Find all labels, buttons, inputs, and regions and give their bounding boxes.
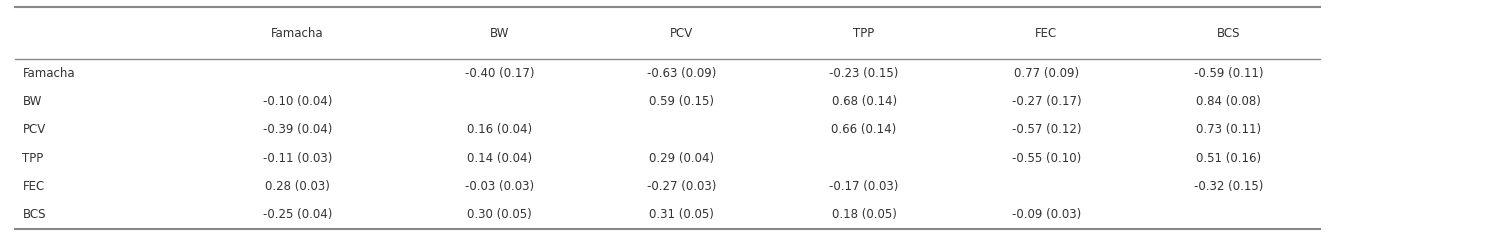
Text: Famacha: Famacha: [22, 67, 75, 80]
Text: -0.23 (0.15): -0.23 (0.15): [830, 67, 898, 80]
Text: BW: BW: [490, 27, 508, 40]
Text: -0.32 (0.15): -0.32 (0.15): [1195, 180, 1263, 193]
Text: -0.63 (0.09): -0.63 (0.09): [647, 67, 716, 80]
Text: 0.16 (0.04): 0.16 (0.04): [466, 123, 532, 136]
Text: 0.14 (0.04): 0.14 (0.04): [466, 152, 532, 165]
Text: 0.51 (0.16): 0.51 (0.16): [1196, 152, 1262, 165]
Text: 0.29 (0.04): 0.29 (0.04): [649, 152, 715, 165]
Text: 0.77 (0.09): 0.77 (0.09): [1014, 67, 1079, 80]
Text: -0.59 (0.11): -0.59 (0.11): [1195, 67, 1263, 80]
Text: -0.10 (0.04): -0.10 (0.04): [263, 95, 332, 108]
Text: -0.55 (0.10): -0.55 (0.10): [1012, 152, 1081, 165]
Text: TPP: TPP: [22, 152, 43, 165]
Text: PCV: PCV: [670, 27, 694, 40]
Text: TPP: TPP: [854, 27, 875, 40]
Text: 0.31 (0.05): 0.31 (0.05): [649, 208, 715, 221]
Text: 0.84 (0.08): 0.84 (0.08): [1196, 95, 1262, 108]
Text: -0.09 (0.03): -0.09 (0.03): [1012, 208, 1081, 221]
Text: FEC: FEC: [1036, 27, 1057, 40]
Text: 0.68 (0.14): 0.68 (0.14): [831, 95, 897, 108]
Text: PCV: PCV: [22, 123, 46, 136]
Text: -0.03 (0.03): -0.03 (0.03): [465, 180, 534, 193]
Text: 0.73 (0.11): 0.73 (0.11): [1196, 123, 1262, 136]
Text: 0.66 (0.14): 0.66 (0.14): [831, 123, 897, 136]
Text: -0.40 (0.17): -0.40 (0.17): [465, 67, 534, 80]
Text: -0.25 (0.04): -0.25 (0.04): [263, 208, 332, 221]
Text: 0.28 (0.03): 0.28 (0.03): [265, 180, 330, 193]
Text: Famacha: Famacha: [271, 27, 324, 40]
Text: -0.27 (0.17): -0.27 (0.17): [1012, 95, 1081, 108]
Text: -0.27 (0.03): -0.27 (0.03): [647, 180, 716, 193]
Text: -0.57 (0.12): -0.57 (0.12): [1012, 123, 1081, 136]
Text: 0.30 (0.05): 0.30 (0.05): [466, 208, 532, 221]
Text: 0.18 (0.05): 0.18 (0.05): [831, 208, 897, 221]
Text: -0.39 (0.04): -0.39 (0.04): [263, 123, 332, 136]
Text: BW: BW: [22, 95, 42, 108]
Text: FEC: FEC: [22, 180, 45, 193]
Text: BCS: BCS: [1217, 27, 1241, 40]
Text: BCS: BCS: [22, 208, 46, 221]
Text: 0.59 (0.15): 0.59 (0.15): [649, 95, 715, 108]
Text: -0.11 (0.03): -0.11 (0.03): [263, 152, 332, 165]
Text: -0.17 (0.03): -0.17 (0.03): [830, 180, 898, 193]
